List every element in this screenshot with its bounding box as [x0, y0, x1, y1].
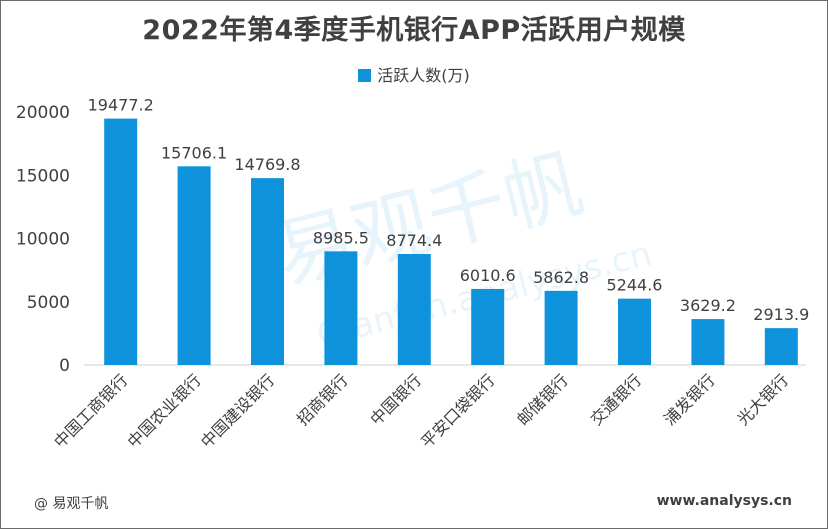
bar: [471, 288, 505, 365]
x-tick-label: 中国农业银行: [124, 370, 205, 451]
footer-brand: @ 易观千帆: [34, 496, 109, 512]
x-tick-label: 中国工商银行: [50, 370, 131, 451]
x-tick-label: 交通银行: [587, 370, 646, 429]
data-label: 8774.4: [386, 231, 442, 250]
chart-title: 2022年第4季度手机银行APP活跃用户规模: [142, 15, 686, 46]
y-tick-label: 20000: [16, 103, 70, 123]
data-label: 19477.2: [88, 96, 154, 115]
legend-swatch: [358, 69, 372, 82]
bar: [177, 166, 211, 365]
x-tick-label: 平安口袋银行: [417, 370, 498, 451]
data-label: 15706.1: [161, 143, 227, 162]
data-label: 5244.6: [607, 276, 663, 295]
data-label: 8985.5: [313, 228, 369, 247]
x-tick-label: 中国建设银行: [197, 370, 278, 451]
data-label: 3629.2: [680, 296, 736, 315]
data-label: 5862.8: [533, 268, 589, 287]
footer-url: www.analysys.cn: [656, 493, 792, 509]
bar: [691, 319, 725, 365]
data-label: 14769.8: [234, 155, 300, 174]
x-tick-label: 光大银行: [733, 370, 792, 429]
x-tick-label: 招商银行: [293, 370, 352, 429]
bar: [544, 290, 578, 365]
y-tick-label: 15000: [16, 166, 70, 186]
bar: [764, 328, 798, 365]
y-tick-label: 10000: [16, 230, 70, 250]
legend-label: 活跃人数(万): [377, 66, 470, 85]
bar: [397, 254, 431, 365]
bar: [618, 298, 651, 365]
bar: [104, 118, 138, 365]
x-tick-label: 中国银行: [366, 370, 425, 429]
x-tick-label: 浦发银行: [660, 370, 719, 429]
legend: 活跃人数(万): [0, 62, 828, 86]
y-tick-label: 0: [59, 356, 70, 376]
bar: [251, 178, 284, 365]
y-tick-label: 5000: [27, 293, 70, 313]
data-label: 6010.6: [460, 266, 516, 285]
data-label: 2913.9: [753, 305, 809, 324]
x-tick-label: 邮储银行: [513, 370, 572, 429]
bar: [324, 251, 358, 365]
